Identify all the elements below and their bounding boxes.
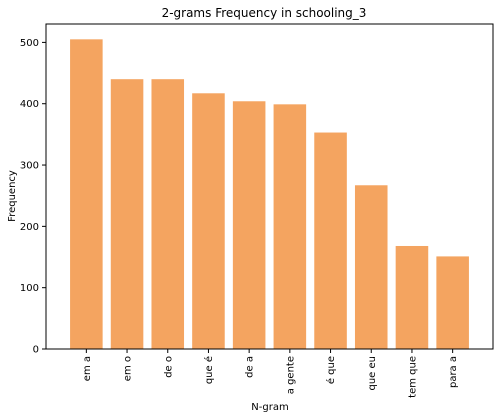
y-tick-label-0: 0 <box>33 345 39 356</box>
y-axis-label: Frequency <box>7 170 18 222</box>
bar-1 <box>110 79 144 349</box>
bar-6 <box>314 132 347 349</box>
y-tick-label-5: 500 <box>20 38 39 49</box>
y-tick-label-1: 100 <box>20 283 39 294</box>
bar-4 <box>232 101 266 349</box>
bar-5 <box>273 104 307 349</box>
x-tick-label-4: de a <box>245 356 256 378</box>
y-tick-label-3: 300 <box>20 161 39 172</box>
y-axis: 0 100 200 300 400 500 <box>20 38 46 356</box>
bar-2 <box>151 79 185 349</box>
x-tick-label-7: que eu <box>367 356 378 391</box>
bar-8 <box>395 245 429 349</box>
x-tick-label-9: para a <box>448 356 459 388</box>
x-axis: em a em o de o que é de a a gente é que que eu t… <box>82 349 459 398</box>
x-tick-label-8: tem que <box>407 356 418 398</box>
y-tick-label-2: 200 <box>20 222 39 233</box>
chart-title: 2-grams Frequency in schooling_3 <box>162 6 367 20</box>
x-tick-label-2: de o <box>163 356 174 378</box>
x-tick-label-1: em o <box>123 356 134 381</box>
x-tick-label-6: é que <box>325 356 337 384</box>
x-axis-label: N-gram <box>251 402 288 413</box>
x-tick-label-3: que é <box>203 356 215 384</box>
x-tick-label-5: a gente <box>285 356 296 394</box>
bar-9 <box>436 256 469 349</box>
bar-0 <box>70 39 103 349</box>
plot-frame <box>45 23 494 350</box>
bar-7 <box>354 185 388 349</box>
bars-group <box>70 39 469 349</box>
bar-3 <box>192 93 225 349</box>
x-tick-label-0: em a <box>82 356 93 381</box>
y-tick-label-4: 400 <box>20 99 39 110</box>
